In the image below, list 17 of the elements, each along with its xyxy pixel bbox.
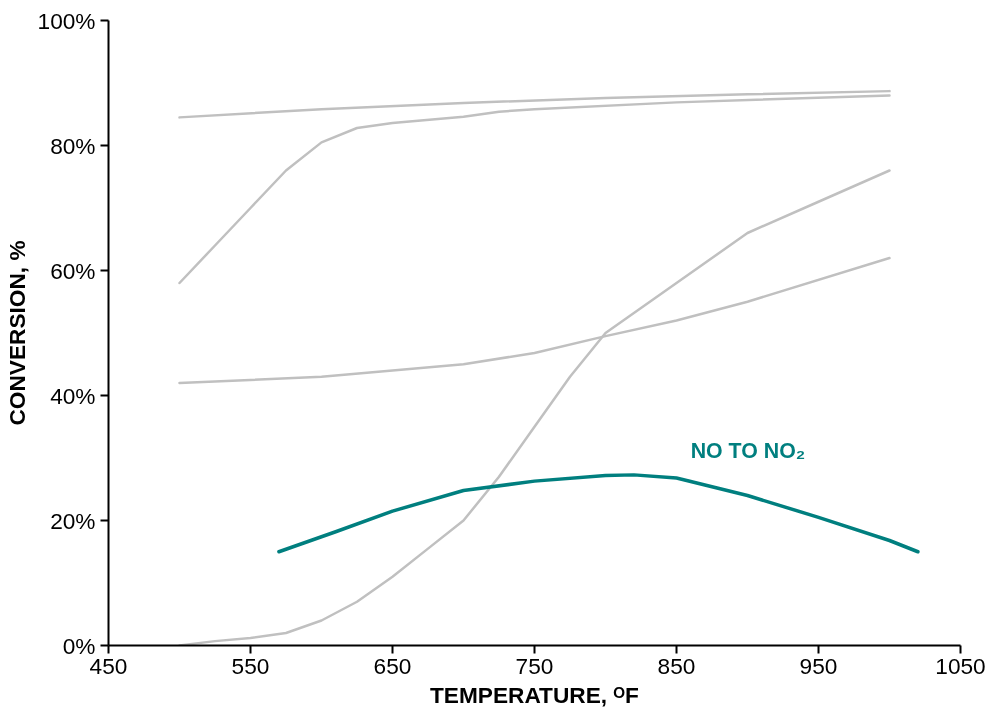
x-tick-label: 850 [657, 652, 696, 679]
y-tick-label: 0% [62, 632, 96, 659]
y-tick-label: 20% [50, 507, 96, 534]
x-tick-label: 550 [231, 652, 270, 679]
y-tick-label: 100% [37, 7, 96, 34]
y-tick-label: 80% [50, 132, 96, 159]
x-tick-label: 950 [799, 652, 838, 679]
line-series [277, 473, 920, 554]
series-label: NO TO NO₂ [690, 438, 806, 463]
y-tick-label: 40% [50, 382, 96, 409]
line-series [178, 169, 891, 646]
x-tick-label: 750 [515, 652, 554, 679]
y-axis-title: CONVERSION, % [3, 240, 30, 426]
x-axis-title: TEMPERATURE, ᴼF [430, 681, 640, 708]
x-tick-label: 650 [373, 652, 412, 679]
x-tick-label: 1050 [935, 652, 986, 679]
y-tick-label: 60% [50, 257, 96, 284]
